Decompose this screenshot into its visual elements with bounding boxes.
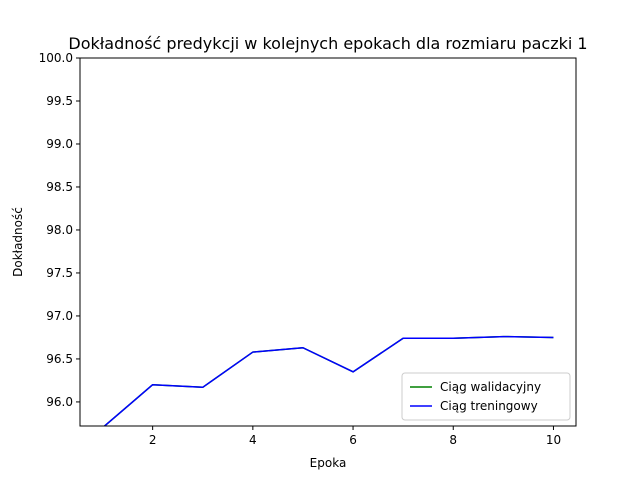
y-axis: 96.0 96.5 97.0 97.5 98.0 98.5 99.0 99.5 100.0 [39,51,80,409]
y-tick-label: 97.5 [46,266,73,280]
plot-frame [79,57,577,427]
legend-entry: Ciąg treningowy [440,399,538,413]
y-tick-label: 97.0 [46,309,73,323]
y-tick-label: 99.5 [46,94,73,108]
x-tick-label: 6 [349,433,357,447]
legend: Ciąg walidacyjny Ciąg treningowy [401,372,571,421]
series-line-1 [103,335,554,426]
x-tick-label: 4 [249,433,257,447]
y-axis-label: Dokładność [11,207,25,277]
y-tick-label: 98.0 [46,223,73,237]
x-tick-label: 10 [546,433,561,447]
x-tick-label: 8 [449,433,457,447]
legend-entry: Ciąg walidacyjny [440,380,541,394]
series-layer [103,335,554,426]
x-axis-label: Epoka [310,456,347,470]
chart-title: Dokładność predykcji w kolejnych epokach… [68,34,587,53]
y-tick-label: 98.5 [46,180,73,194]
legend-box [401,372,571,421]
y-tick-label: 96.5 [46,352,73,366]
x-tick-label: 2 [149,433,157,447]
y-tick-label: 99.0 [46,137,73,151]
x-axis: 2 4 6 8 10 [149,426,561,447]
y-tick-label: 96.0 [46,395,73,409]
y-tick-label: 100.0 [39,51,73,65]
